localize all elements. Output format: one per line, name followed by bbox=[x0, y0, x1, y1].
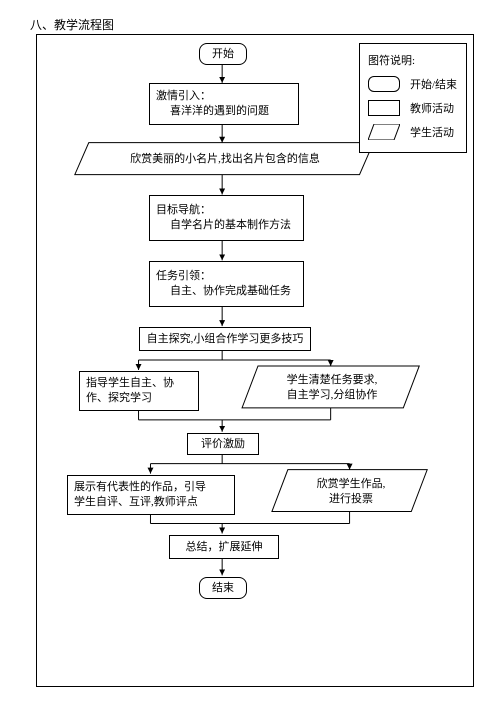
legend-teacher-icon bbox=[368, 100, 400, 116]
page-title: 八、教学流程图 bbox=[30, 16, 114, 33]
node-summary-label: 总结，扩展延伸 bbox=[186, 540, 263, 555]
node-guide-students: 指导学生自主、协 作、探究学习 bbox=[79, 371, 199, 411]
legend-row-start-end: 开始/结束 bbox=[368, 76, 458, 92]
legend-student-text: 学生活动 bbox=[410, 124, 454, 140]
node-self-label: 自主探究,小组合作学习更多技巧 bbox=[147, 332, 304, 347]
node-end: 结束 bbox=[199, 577, 247, 599]
node-intro: 激情引入： 喜洋洋的遇到的问题 bbox=[149, 83, 299, 125]
legend-teacher-text: 教师活动 bbox=[410, 100, 454, 116]
legend-student-icon bbox=[368, 124, 400, 140]
node-intro-line2: 喜洋洋的遇到的问题 bbox=[156, 104, 292, 119]
node-goal-nav: 目标导航： 自学名片的基本制作方法 bbox=[149, 195, 304, 241]
node-task-line1: 任务引领： bbox=[156, 269, 297, 284]
node-goal-line1: 目标导航： bbox=[156, 203, 297, 218]
node-intro-line1: 激情引入： bbox=[156, 89, 292, 104]
legend-start-end-icon bbox=[368, 76, 400, 92]
node-goal-line2: 自学名片的基本制作方法 bbox=[156, 218, 297, 233]
node-start-label: 开始 bbox=[212, 47, 234, 62]
node-start: 开始 bbox=[199, 43, 247, 65]
node-task-lead: 任务引领： 自主、协作完成基础任务 bbox=[149, 261, 304, 307]
node-end-label: 结束 bbox=[212, 581, 234, 596]
node-self-inquiry: 自主探究,小组合作学习更多技巧 bbox=[139, 327, 311, 351]
node-guide-line1: 指导学生自主、协 bbox=[86, 376, 192, 391]
node-evaluate: 评价激励 bbox=[187, 433, 259, 455]
legend-row-student: 学生活动 bbox=[368, 124, 458, 140]
node-show-works: 展示有代表性的作品，引导 学生自评、互评,教师评点 bbox=[67, 475, 235, 515]
legend-panel: 图符说明: 开始/结束 教师活动 学生活动 bbox=[359, 43, 467, 153]
node-task-line2: 自主、协作完成基础任务 bbox=[156, 284, 297, 299]
node-evaluate-label: 评价激励 bbox=[201, 437, 245, 452]
node-guide-suffix: 作、探究学习 bbox=[86, 391, 192, 406]
node-summary: 总结，扩展延伸 bbox=[169, 535, 279, 559]
node-show-line1: 展示有代表性的作品，引导 bbox=[74, 480, 228, 495]
node-show-line2: 学生自评、互评,教师评点 bbox=[74, 495, 228, 510]
legend-row-teacher: 教师活动 bbox=[368, 100, 458, 116]
flowchart-frame: 开始 结束 激情引入： 喜洋洋的遇到的问题 目标导航： 自学名片的基本制作方法 … bbox=[36, 34, 474, 687]
legend-start-end-text: 开始/结束 bbox=[410, 76, 457, 92]
legend-title: 图符说明: bbox=[368, 52, 458, 68]
